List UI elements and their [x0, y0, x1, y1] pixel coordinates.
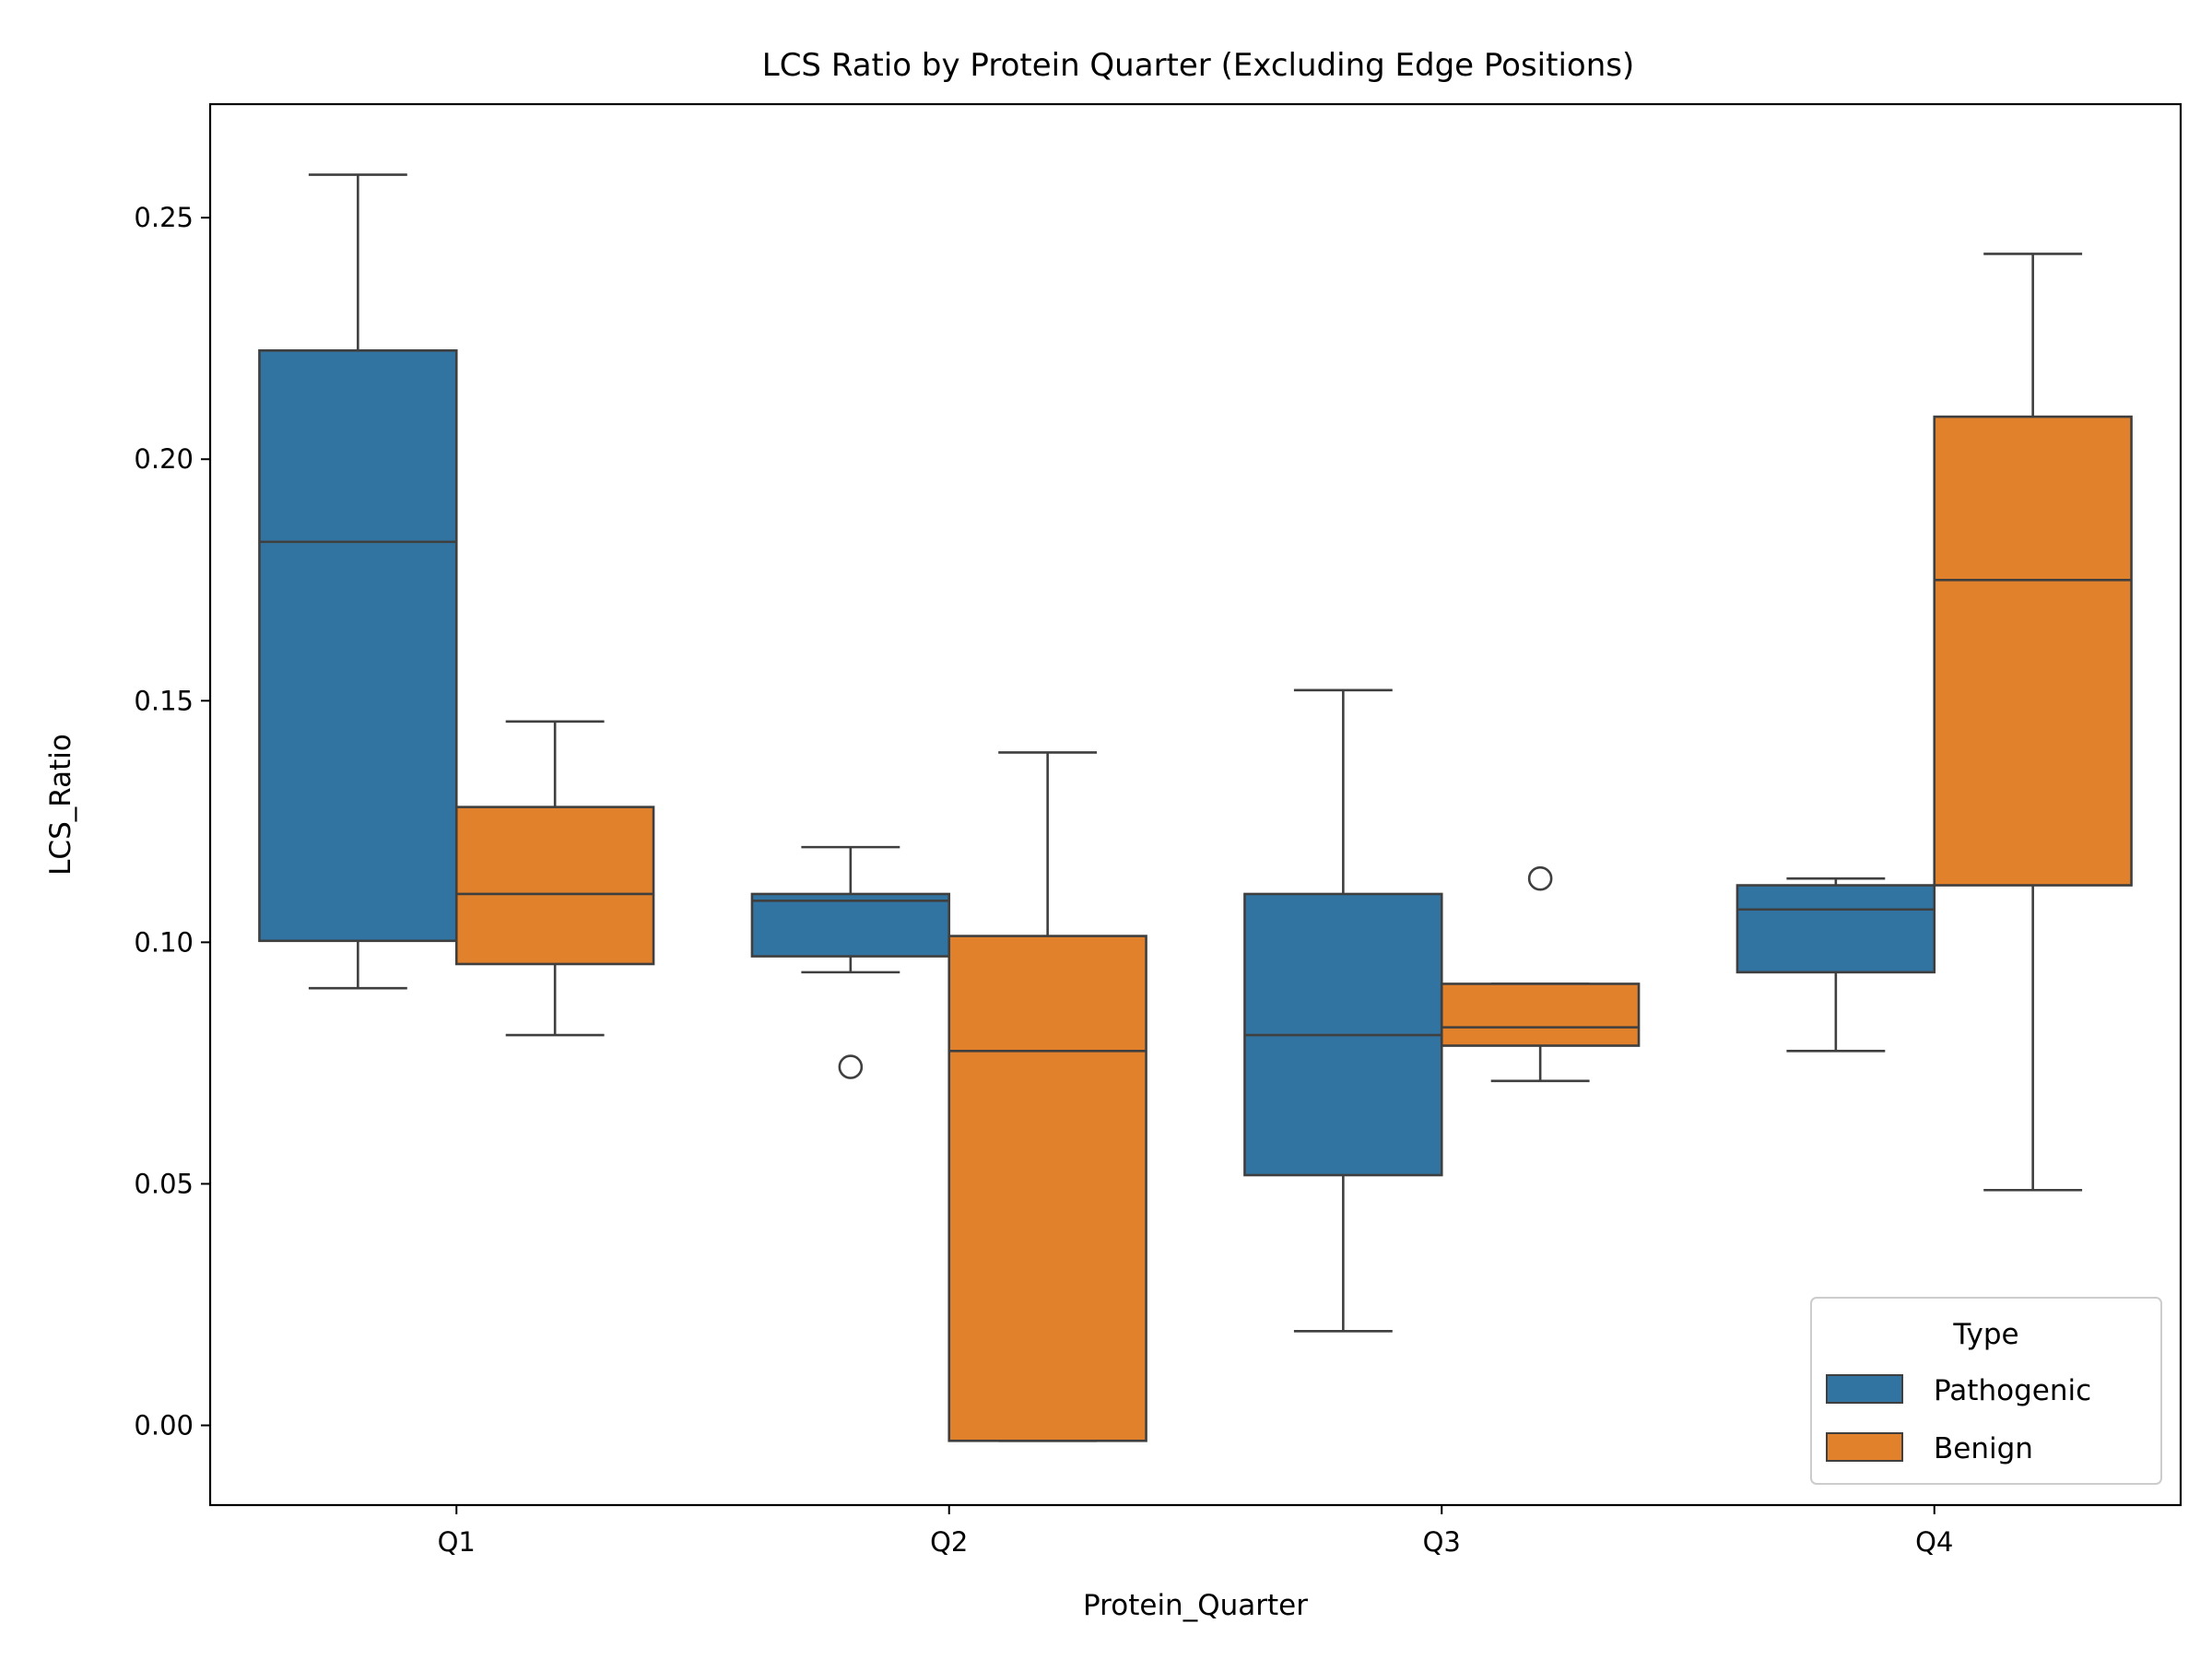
legend-label-benign: Benign — [1934, 1432, 2033, 1465]
legend: Type Pathogenic Benign — [1810, 1297, 2162, 1485]
y-tick-label: 0.10 — [134, 926, 194, 958]
legend-swatch-pathogenic — [1826, 1374, 1903, 1404]
x-tick-label: Q2 — [930, 1526, 968, 1558]
y-axis-label: LCS_Ratio — [44, 734, 77, 876]
legend-label-pathogenic: Pathogenic — [1934, 1374, 2091, 1407]
box-pathogenic-q1 — [258, 173, 458, 990]
box-iqr — [454, 806, 655, 966]
y-tick-label: 0.20 — [134, 443, 194, 475]
box-pathogenic-q2 — [750, 845, 951, 1079]
outlier-point — [1527, 865, 1553, 891]
legend-title: Type — [1952, 1318, 2018, 1351]
outlier-point — [838, 1054, 864, 1079]
box-iqr — [750, 892, 951, 958]
y-tick-label: 0.15 — [134, 685, 194, 716]
box-benign-q4 — [1933, 253, 2133, 1192]
x-tick-label: Q3 — [1423, 1526, 1461, 1558]
y-tick-label: 0.05 — [134, 1168, 194, 1199]
x-axis-label: Protein_Quarter — [1083, 1589, 1308, 1622]
legend-swatch-benign — [1826, 1432, 1903, 1462]
box-benign-q3 — [1440, 865, 1641, 1083]
box-iqr — [1735, 884, 1936, 974]
box-iqr — [258, 349, 458, 943]
box-iqr — [947, 935, 1147, 1442]
box-benign-q2 — [947, 751, 1147, 1442]
x-tick-label: Q1 — [438, 1526, 476, 1558]
box-pathogenic-q3 — [1243, 688, 1443, 1333]
y-axis: 0.00 0.05 0.10 0.15 0.20 0.25 — [134, 202, 210, 1441]
y-tick-label: 0.25 — [134, 202, 194, 233]
x-tick-label: Q4 — [1915, 1526, 1953, 1558]
plot-frame — [208, 102, 2183, 1507]
box-iqr — [1440, 982, 1641, 1047]
x-axis: Q1 Q2 Q3 Q4 — [438, 1505, 1953, 1558]
chart-title: LCS Ratio by Protein Quarter (Excluding … — [762, 47, 1635, 84]
box-benign-q1 — [454, 720, 655, 1037]
box-pathogenic-q4 — [1735, 877, 1936, 1053]
y-tick-label: 0.00 — [134, 1410, 194, 1441]
box-iqr — [1933, 415, 2133, 887]
plot-area — [258, 173, 2133, 1442]
